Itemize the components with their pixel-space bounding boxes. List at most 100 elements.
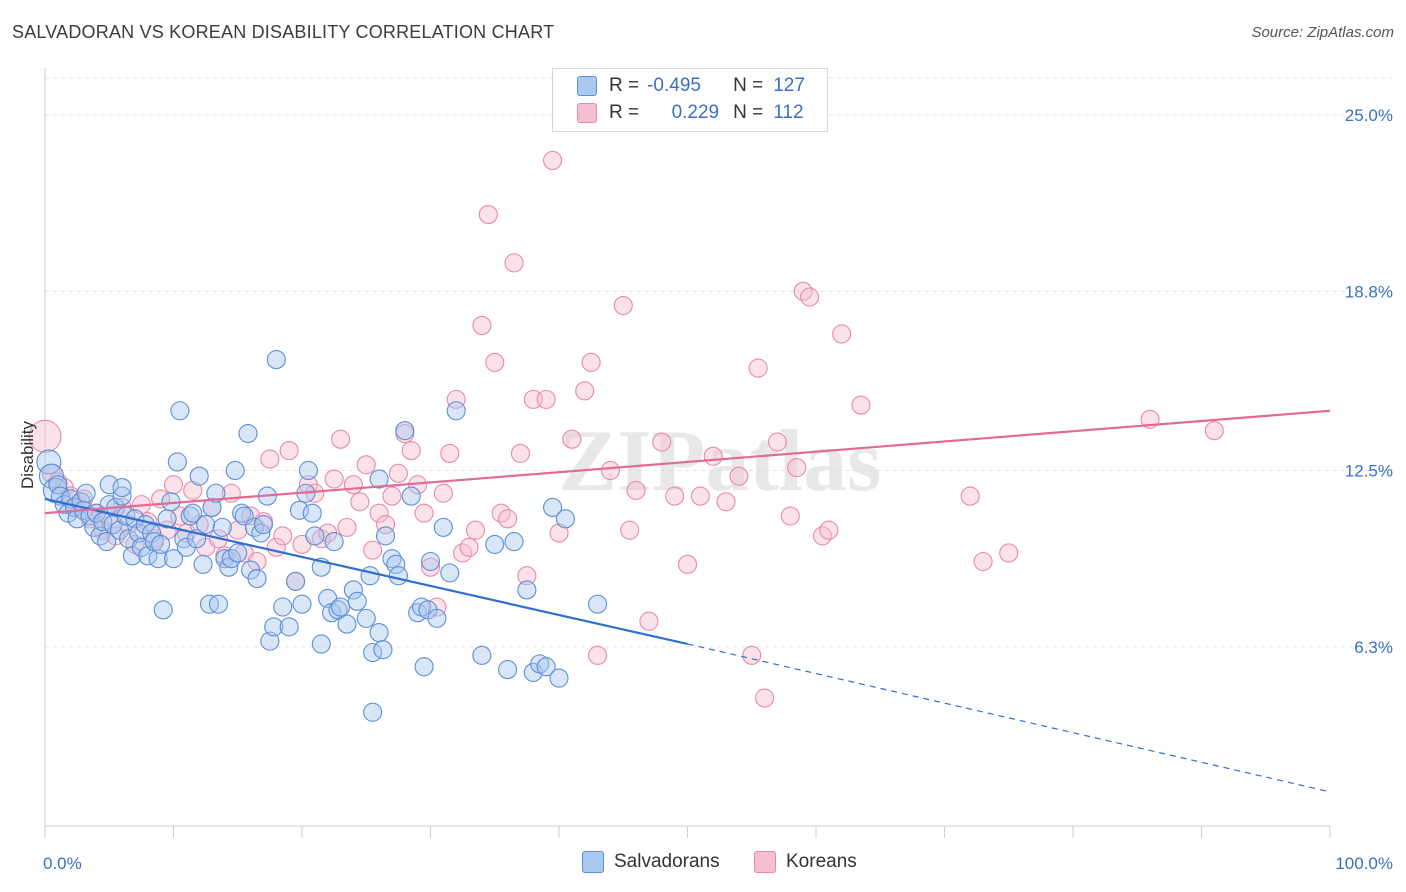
- legend-r-label: R =: [609, 75, 640, 96]
- salvadoran-point: [273, 597, 293, 617]
- korean-point: [1204, 421, 1224, 441]
- legend-item-koreans: Koreans: [754, 851, 857, 873]
- salvadoran-point: [260, 631, 280, 651]
- legend-swatch-blue: [582, 851, 604, 873]
- legend-n-value: 127: [773, 75, 805, 96]
- salvadoran-point: [382, 549, 402, 569]
- y-tick-label: 12.5%: [1345, 461, 1393, 480]
- korean-point: [401, 441, 421, 461]
- korean-trend-line: [44, 409, 1331, 515]
- salvadoran-point: [193, 554, 213, 574]
- salvadoran-point: [363, 702, 383, 722]
- salvadoran-point: [180, 506, 200, 526]
- source-label: Source: ZipAtlas.com: [1251, 24, 1394, 41]
- korean-point: [356, 455, 376, 475]
- salvadoran-point: [472, 645, 492, 665]
- korean-point: [498, 509, 518, 529]
- y-tick-label: 6.3%: [1354, 638, 1393, 657]
- series-legend: Salvadorans Koreans: [0, 851, 1406, 877]
- salvadoran-point: [543, 497, 563, 518]
- legend-label-koreans: Koreans: [786, 851, 857, 872]
- axes: [44, 68, 1331, 838]
- salvadoran-point: [401, 486, 421, 506]
- legend-swatch-pink: [754, 851, 776, 873]
- korean-point: [28, 419, 62, 453]
- korean-point: [973, 551, 993, 572]
- salvadoran-point: [420, 551, 441, 572]
- salvadoran-point: [324, 532, 344, 552]
- korean-point: [626, 480, 646, 500]
- korean-point: [787, 458, 807, 478]
- salvadoran-point: [555, 509, 575, 529]
- salvadoran-point: [337, 614, 357, 634]
- salvadoran-point: [414, 657, 434, 677]
- korean-point: [478, 204, 498, 225]
- korean-point: [510, 443, 531, 463]
- korean-point: [543, 150, 563, 171]
- salvadoran-point: [549, 668, 569, 688]
- salvadoran-point: [212, 517, 232, 537]
- salvadoran-point: [343, 580, 363, 600]
- korean-point: [613, 295, 633, 316]
- y-tick-label: 25.0%: [1345, 106, 1393, 125]
- salvadoran-point: [369, 469, 389, 489]
- y-axis-title: Disability: [18, 420, 37, 489]
- salvadoran-point: [170, 401, 190, 421]
- salvadoran-point: [395, 421, 415, 441]
- salvadoran-point: [433, 517, 453, 537]
- salvadoran-point: [504, 532, 524, 552]
- salvadoran-point: [517, 580, 537, 600]
- salvadoran-point: [48, 475, 68, 495]
- korean-point: [369, 503, 389, 523]
- korean-point: [652, 432, 672, 452]
- korean-point: [433, 483, 453, 503]
- korean-point: [420, 557, 441, 577]
- korean-point: [575, 381, 595, 401]
- korean-point: [504, 253, 524, 273]
- korean-point: [600, 460, 620, 481]
- salvadoran-point: [163, 549, 184, 569]
- korean-point: [729, 466, 749, 486]
- korean-point: [273, 526, 293, 546]
- salvadoran-point: [485, 534, 505, 554]
- salvadoran-point: [206, 483, 226, 503]
- trend-lines: [44, 409, 1331, 793]
- salvadoran-point: [97, 532, 117, 552]
- legend-row-koreans: R = 0.229 N = 112: [577, 100, 804, 126]
- korean-point: [536, 389, 556, 409]
- salvadoran-points: [36, 350, 608, 722]
- korean-point: [620, 520, 640, 540]
- legend-swatch-pink: [577, 103, 597, 123]
- korean-point: [716, 492, 736, 512]
- salvadoran-point: [536, 657, 556, 677]
- korean-point: [350, 492, 370, 512]
- korean-point: [851, 395, 871, 415]
- korean-point: [183, 480, 203, 500]
- korean-point: [755, 688, 775, 708]
- korean-point: [960, 486, 980, 506]
- korean-point: [279, 441, 299, 461]
- korean-point: [832, 324, 852, 344]
- salvadoran-point: [112, 478, 132, 498]
- korean-points: [28, 150, 1224, 708]
- salvadoran-point: [360, 566, 380, 586]
- korean-point: [465, 520, 486, 540]
- salvadoran-point: [286, 571, 306, 591]
- salvadoran-point: [148, 549, 168, 569]
- salvadoran-point: [238, 423, 258, 444]
- legend-label-salvadorans: Salvadorans: [614, 851, 720, 872]
- salvadoran-point: [298, 460, 318, 481]
- korean-point: [375, 514, 396, 535]
- korean-point: [324, 469, 344, 489]
- legend-n-value: 112: [773, 102, 804, 123]
- salvadoran-point: [189, 466, 209, 486]
- salvadoran-point: [151, 534, 171, 554]
- salvadoran-point: [356, 608, 376, 628]
- korean-point: [665, 486, 685, 506]
- korean-point: [388, 463, 408, 483]
- korean-point: [459, 537, 479, 557]
- salvadoran-point: [311, 634, 331, 654]
- salvadoran-point: [498, 660, 518, 680]
- salvadoran-point: [292, 594, 312, 614]
- salvadoran-point: [305, 526, 325, 546]
